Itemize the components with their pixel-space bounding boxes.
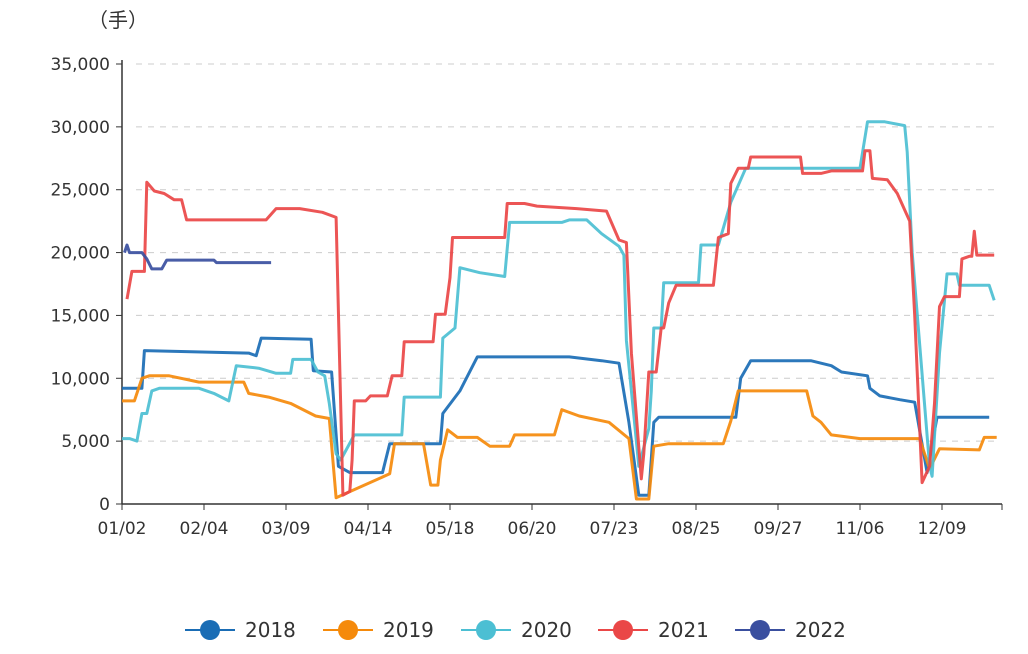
- legend-label: 2022: [795, 618, 846, 642]
- legend-label: 2018: [245, 618, 296, 642]
- legend-marker: [338, 620, 358, 640]
- legend-item-2018[interactable]: 2018: [185, 618, 296, 642]
- legend-label: 2021: [658, 618, 709, 642]
- series-line-2018: [122, 336, 990, 497]
- y-tick-label: 20,000: [51, 244, 110, 264]
- y-axis-unit-label: （手）: [88, 8, 148, 32]
- x-tick-label: 07/23: [590, 519, 639, 539]
- x-tick-label: 09/27: [754, 519, 803, 539]
- legend-marker: [200, 620, 220, 640]
- legend-item-2020[interactable]: 2020: [461, 618, 572, 642]
- x-tick-label: 02/04: [180, 519, 229, 539]
- y-tick-label: 5,000: [61, 432, 110, 452]
- x-tick-label: 06/20: [508, 519, 557, 539]
- series-line-2021: [125, 149, 995, 497]
- x-tick-label: 05/18: [426, 519, 475, 539]
- y-tick-label: 15,000: [51, 306, 110, 326]
- x-tick-label: 01/02: [98, 519, 147, 539]
- legend-label: 2020: [521, 618, 572, 642]
- y-tick-label: 35,000: [51, 55, 110, 75]
- legend-marker: [476, 620, 496, 640]
- series-line-2022: [123, 243, 272, 271]
- x-tick-label: 12/09: [918, 519, 967, 539]
- x-tick-label: 08/25: [672, 519, 721, 539]
- x-tick-label: 04/14: [344, 519, 393, 539]
- series-line-2020: [122, 120, 996, 478]
- y-tick-label: 30,000: [51, 118, 110, 138]
- legend-label: 2019: [383, 618, 434, 642]
- legend-marker: [613, 620, 633, 640]
- x-tick-label: 03/09: [262, 519, 311, 539]
- legend-item-2022[interactable]: 2022: [735, 618, 846, 642]
- y-tick-label: 0: [99, 495, 110, 515]
- x-tick-label: 11/06: [836, 519, 885, 539]
- y-tick-label: 25,000: [51, 181, 110, 201]
- y-tick-label: 10,000: [51, 369, 110, 389]
- legend-item-2021[interactable]: 2021: [598, 618, 709, 642]
- series-line-2019: [122, 374, 997, 501]
- legend-item-2019[interactable]: 2019: [323, 618, 434, 642]
- legend-marker: [750, 620, 770, 640]
